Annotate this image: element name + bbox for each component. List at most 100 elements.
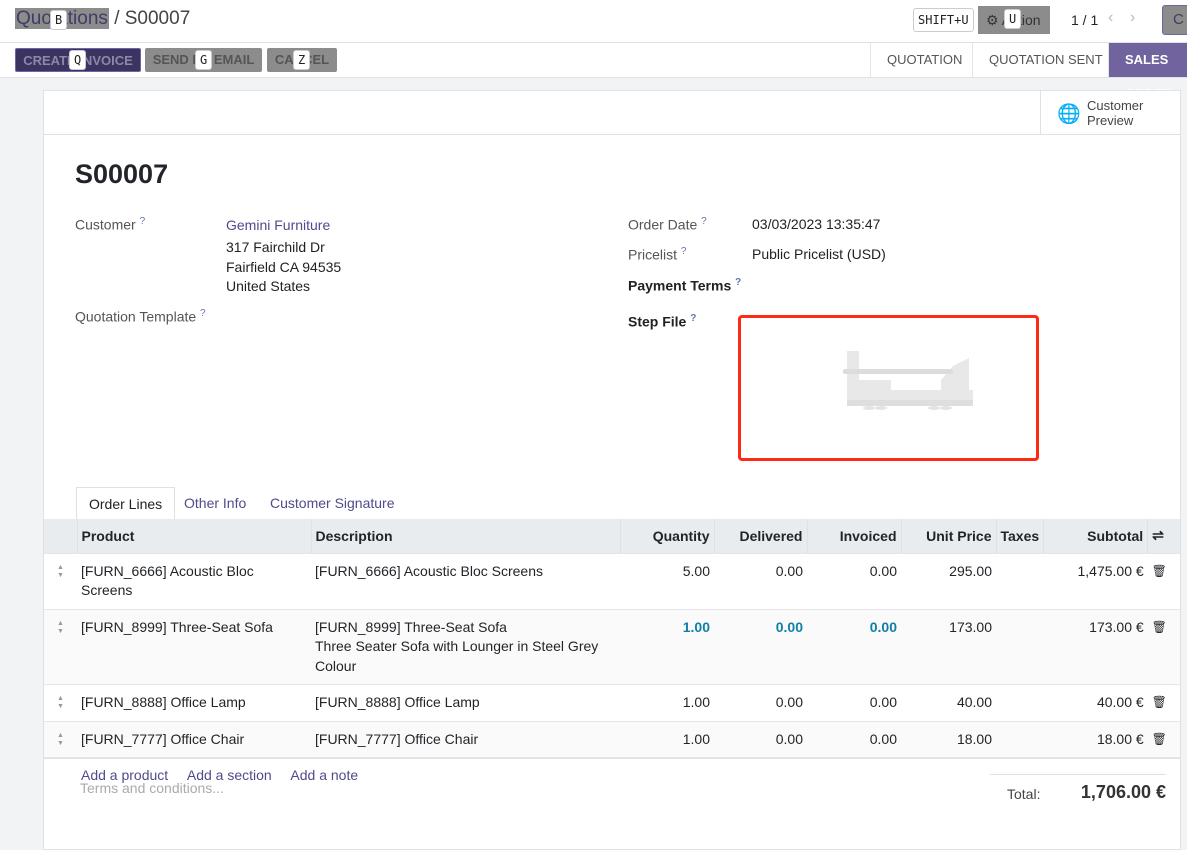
cell-quantity[interactable]: 1.00 [620,684,714,721]
shortcut-key: G [195,50,213,70]
cell-product[interactable]: [FURN_8999] Three-Seat Sofa [77,608,311,685]
cell-unit-price[interactable]: 18.00 [901,720,996,758]
cell-quantity[interactable]: 1.00 [620,720,714,758]
stage-sales-order[interactable]: SALES ORDER [1108,43,1187,101]
breadcrumb-current: S00007 [124,8,191,29]
tab-customer-signature[interactable]: Customer Signature [270,495,395,511]
order-date-field[interactable]: 03/03/2023 13:35:47 [752,216,881,232]
col-description[interactable]: Description [311,519,621,553]
shortcut-key: B [50,10,68,30]
col-invoiced[interactable]: Invoiced [807,519,902,553]
chevron-left-icon[interactable]: ‹ [1108,9,1114,26]
3d-model-icon [843,351,973,410]
record-title: S00007 [75,159,169,189]
address-line: 317 Fairchild Dr [226,239,325,255]
control-panel: CREATE INVOICE SEND BY EMAIL CANCEL Q G … [0,43,1187,101]
cell-unit-price[interactable]: 40.00 [901,684,996,721]
table-row[interactable]: ▲ ▼ [FURN_8999] Three-Seat Sofa [FURN_899… [44,608,1180,685]
cell-invoiced[interactable]: 0.00 [807,684,901,721]
total-value: 1,706.00 € [1080,782,1166,802]
order-date-label: Order Date ? [628,216,707,233]
column-settings-icon[interactable]: ⇌ [1147,519,1180,553]
trash-icon[interactable]: 🗑 [1147,720,1180,758]
cell-subtotal: 40.00 € [1043,684,1148,721]
breadcrumb: Quotations / S00007 [15,8,190,30]
cell-unit-price[interactable]: 173.00 [901,608,996,685]
cell-invoiced[interactable]: 0.00 [807,608,901,685]
terms-input[interactable]: Terms and conditions... [80,780,224,796]
shortcut-key: Q [69,50,87,70]
cell-delivered[interactable]: 0.00 [714,720,807,758]
pricelist-field[interactable]: Public Pricelist (USD) [752,246,886,262]
trash-icon[interactable]: 🗑 [1147,684,1180,721]
step-file-preview[interactable] [738,315,1039,461]
quotation-template-label: Quotation Template ? [75,308,206,325]
shortcut-key: U [1004,9,1022,29]
stage-quotation[interactable]: QUOTATION [870,43,978,77]
col-unit-price[interactable]: Unit Price [901,519,997,553]
stage-quotation-sent[interactable]: QUOTATION SENT [972,43,1119,77]
col-taxes[interactable]: Taxes [996,519,1045,553]
create-button[interactable]: C [1162,5,1187,35]
cell-taxes[interactable] [996,684,1044,721]
cell-subtotal: 1,475.00 € [1043,552,1148,609]
cell-invoiced[interactable]: 0.00 [807,720,901,758]
trash-icon[interactable]: 🗑 [1147,552,1180,609]
cell-product[interactable]: [FURN_8888] Office Lamp [77,684,311,721]
status-bar: QUOTATION QUOTATION SENT SALES ORDER [870,43,1187,101]
cell-quantity[interactable]: 1.00 [620,608,714,685]
form-sheet: 🌐 Customer Preview S00007 Customer ? Gem… [43,90,1181,850]
address-line: Fairfield CA 94535 [226,259,342,275]
cell-invoiced[interactable]: 0.00 [807,552,901,609]
table-row[interactable]: ▲ ▼ [FURN_7777] Office Chair [FURN_7777] … [44,720,1180,758]
cell-taxes[interactable] [996,552,1044,609]
cell-taxes[interactable] [996,720,1044,758]
trash-icon[interactable]: 🗑 [1147,608,1180,685]
pricelist-label: Pricelist ? [628,246,687,263]
tab-order-lines[interactable]: Order Lines [76,487,176,520]
table-row[interactable]: ▲ ▼ [FURN_6666] Acoustic Bloc Screens [FU… [44,552,1180,609]
cell-taxes[interactable] [996,608,1044,685]
drag-handle-icon[interactable]: ▲ ▼ [44,684,77,721]
pager[interactable]: 1 / 1 [1071,12,1099,28]
gear-icon: ⚙ [986,12,999,28]
col-quantity[interactable]: Quantity [620,519,715,553]
payment-terms-label: Payment Terms ? [628,277,742,294]
add-section-link[interactable]: Add a section [186,767,272,783]
button-box [44,91,1180,135]
cell-product[interactable]: [FURN_6666] Acoustic Bloc Screens [77,552,311,609]
cell-description[interactable]: [FURN_8888] Office Lamp [311,684,620,721]
cell-description[interactable]: [FURN_6666] Acoustic Bloc Screens [311,552,620,609]
drag-handle-icon[interactable]: ▲ ▼ [44,720,77,758]
table-header: Product Description Quantity Delivered I… [44,519,1180,553]
order-lines-table: Product Description Quantity Delivered I… [44,519,1180,795]
tab-other-info[interactable]: Other Info [184,495,247,511]
col-subtotal[interactable]: Subtotal [1043,519,1149,553]
step-file-label: Step File ? [628,313,697,330]
cell-delivered[interactable]: 0.00 [714,552,807,609]
chevron-right-icon[interactable]: › [1130,9,1136,26]
cell-subtotal: 173.00 € [1043,608,1148,685]
col-product[interactable]: Product [77,519,312,553]
cell-delivered[interactable]: 0.00 [714,684,807,721]
shortcut-key: SHIFT+U [913,8,974,32]
cell-product[interactable]: [FURN_7777] Office Chair [77,720,311,758]
footer-divider [44,758,1180,759]
customer-link[interactable]: Gemini Furniture [226,217,331,233]
add-product-link[interactable]: Add a product [81,767,169,783]
cell-unit-price[interactable]: 295.00 [901,552,996,609]
table-row[interactable]: ▲ ▼ [FURN_8888] Office Lamp [FURN_8888] O… [44,684,1180,721]
cell-quantity[interactable]: 5.00 [620,552,714,609]
cell-description[interactable]: [FURN_7777] Office Chair [311,720,620,758]
add-note-link[interactable]: Add a note [290,767,359,783]
shortcut-key: Z [293,50,311,70]
col-delivered[interactable]: Delivered [714,519,808,553]
totals-box: Total: 1,706.00 € [990,774,1166,810]
drag-handle-icon[interactable]: ▲ ▼ [44,552,77,609]
cell-subtotal: 18.00 € [1043,720,1148,758]
customer-preview-button[interactable]: 🌐 Customer Preview [1040,91,1180,135]
drag-handle-icon[interactable]: ▲ ▼ [44,608,77,685]
cell-delivered[interactable]: 0.00 [714,608,807,685]
top-bar: Quotations / S00007 B SHIFT+U ⚙ Action U… [0,0,1187,43]
cell-description[interactable]: [FURN_8999] Three-Seat Sofa Three Seater… [311,608,620,685]
